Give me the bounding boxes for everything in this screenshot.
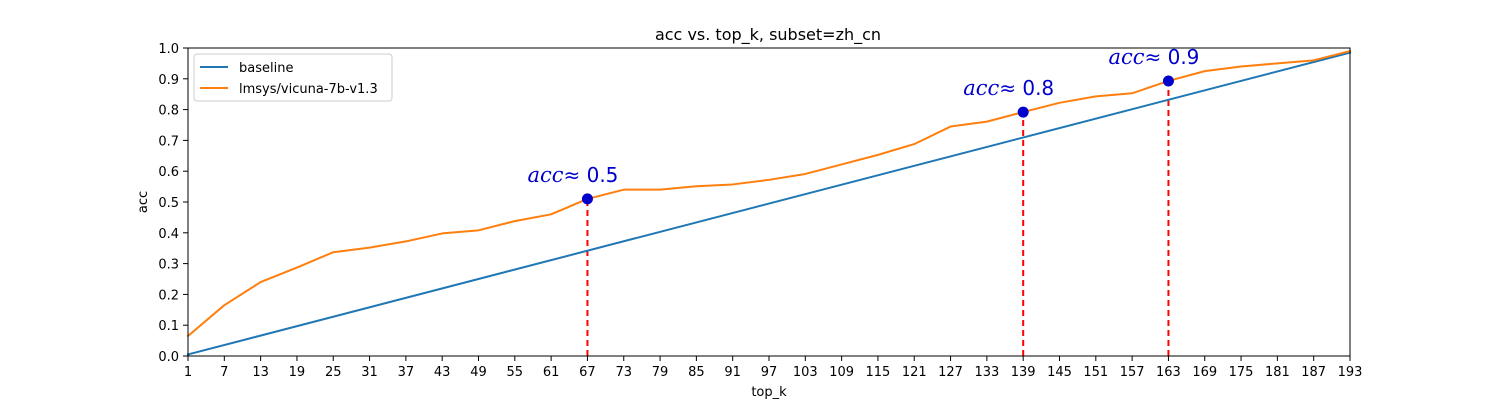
x-tick-label: 25 — [325, 365, 342, 380]
x-tick-label: 85 — [688, 365, 705, 380]
x-tick-label: 79 — [652, 365, 669, 380]
series-line-0 — [186, 51, 1352, 356]
x-tick-label: 175 — [1229, 365, 1254, 380]
y-tick-label: 0.9 — [158, 73, 179, 88]
annotation-label-1: acc≈ 0.8 — [963, 76, 1054, 100]
plot-area: acc≈ 0.5 acc≈ 0.8 acc≈ 0.9 1 7 13 19 25 31 37 43 49… — [158, 42, 1362, 380]
x-tick-label: 97 — [761, 365, 778, 380]
x-tick-label: 31 — [361, 365, 378, 380]
x-tick-label: 139 — [1011, 365, 1036, 380]
annotation-marker-1 — [1017, 106, 1029, 118]
x-tick-label: 163 — [1156, 365, 1181, 380]
y-tick-label: 0.8 — [158, 104, 179, 119]
x-tick-label: 55 — [507, 365, 524, 380]
legend-box — [193, 53, 393, 102]
x-tick-label: 91 — [724, 365, 741, 380]
y-tick-label: 0.4 — [158, 227, 179, 242]
x-tick-label: 1 — [184, 365, 192, 380]
legend-label-0: baseline — [239, 61, 293, 76]
y-tick-label: 0.6 — [158, 165, 179, 180]
x-tick-label: 7 — [220, 365, 228, 380]
legend-label-1: lmsys/vicuna-7b-v1.3 — [239, 82, 378, 97]
x-tick-label: 61 — [543, 365, 560, 380]
x-tick-label: 181 — [1265, 365, 1290, 380]
x-tick-label: 43 — [434, 365, 451, 380]
x-tick-label: 133 — [974, 365, 999, 380]
x-tick-label: 145 — [1047, 365, 1072, 380]
y-tick-label: 0.7 — [158, 134, 179, 149]
x-tick-label: 49 — [470, 365, 487, 380]
annotation-label-0: acc≈ 0.5 — [527, 163, 618, 187]
x-tick-label: 73 — [615, 365, 632, 380]
x-tick-label: 37 — [398, 365, 415, 380]
series-line-1 — [186, 49, 1352, 338]
x-tick-label: 13 — [252, 365, 269, 380]
y-tick-label: 0.2 — [158, 288, 179, 303]
x-tick-label: 115 — [866, 365, 891, 380]
x-tick-label: 19 — [289, 365, 306, 380]
x-tick-label: 121 — [902, 365, 927, 380]
x-tick-label: 187 — [1301, 365, 1326, 380]
annotation-marker-0 — [581, 193, 593, 205]
y-tick-label: 0.1 — [158, 319, 179, 334]
x-tick-label: 193 — [1338, 365, 1363, 380]
x-tick-label: 103 — [793, 365, 818, 380]
y-tick-label: 0.5 — [158, 196, 179, 211]
y-axis-label: acc — [136, 191, 151, 213]
y-tick-label: 1.0 — [158, 42, 179, 57]
annotation-label-2: acc≈ 0.9 — [1108, 45, 1199, 69]
chart-title: acc vs. top_k, subset=zh_cn — [655, 25, 881, 45]
y-tick-label: 0.0 — [158, 350, 179, 365]
x-tick-label: 151 — [1083, 365, 1108, 380]
x-tick-label: 127 — [938, 365, 963, 380]
x-tick-label: 157 — [1120, 365, 1145, 380]
x-tick-label: 109 — [829, 365, 854, 380]
x-tick-label: 67 — [579, 365, 596, 380]
x-tick-label: 169 — [1192, 365, 1217, 380]
y-tick-label: 0.3 — [158, 258, 179, 273]
annotation-marker-2 — [1162, 75, 1174, 87]
x-axis-label: top_k — [751, 385, 787, 400]
